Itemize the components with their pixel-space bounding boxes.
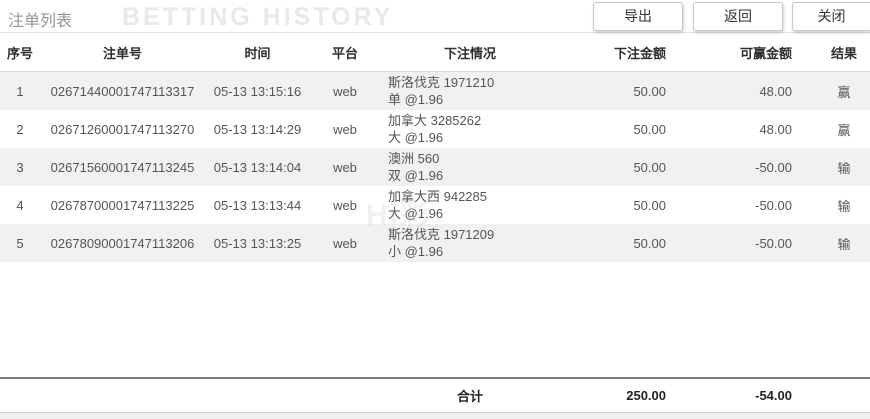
title-bar: BETTING HISTORY 注单列表 导出 返回 关闭 [0, 0, 870, 33]
bet-detail-line2: 小 @1.96 [388, 244, 444, 259]
back-button[interactable]: 返回 [693, 2, 783, 31]
bet-detail-line2: 双 @1.96 [388, 168, 444, 183]
total-label: 合计 [456, 389, 483, 404]
bet-detail-line1: 加拿大西 942285 [388, 189, 487, 204]
bet-detail-line1: 澳洲 560 [388, 151, 440, 166]
cell-index: 3 [16, 159, 24, 175]
cell-bet-detail: 加拿大西 942285 大 @1.96 [380, 188, 560, 222]
cell-bet-number: 02671560001747113245 [50, 159, 195, 175]
cell-bet-detail: 加拿大 3285262 大 @1.96 [380, 112, 560, 146]
cell-bet-amount: 50.00 [633, 83, 666, 99]
column-header-result: 结果 [830, 45, 857, 61]
cell-time: 05-13 13:13:44 [213, 197, 302, 213]
cell-platform: web [333, 197, 357, 213]
bottom-edge-strip [0, 413, 870, 419]
table-row: 5 02678090001747113206 05-13 13:13:25 we… [0, 224, 870, 262]
cell-bet-amount: 50.00 [633, 159, 666, 175]
column-header-index: 序号 [6, 45, 33, 61]
total-bet-amount: 250.00 [626, 388, 666, 403]
column-header-platform: 平台 [331, 45, 358, 61]
cell-bet-detail: 澳洲 560 双 @1.96 [380, 150, 560, 184]
column-header-bet-detail: 下注情况 [443, 45, 496, 61]
column-header-time: 时间 [244, 45, 271, 61]
cell-platform: web [333, 83, 357, 99]
cell-index: 1 [16, 83, 24, 99]
table-row: 3 02671560001747113245 05-13 13:14:04 we… [0, 148, 870, 186]
cell-bet-amount: 50.00 [633, 121, 666, 137]
betting-history-watermark: BETTING HISTORY [122, 3, 394, 31]
cell-win-amount: -50.00 [755, 235, 792, 251]
column-header-bet-amount: 下注金额 [613, 45, 666, 61]
table-row: 2 02671260001747113270 05-13 13:14:29 we… [0, 110, 870, 148]
cell-result: 输 [837, 160, 851, 176]
bet-detail-line2: 单 @1.96 [388, 92, 444, 107]
cell-platform: web [333, 121, 357, 137]
cell-platform: web [333, 235, 357, 251]
cell-time: 05-13 13:14:29 [213, 121, 302, 137]
close-button[interactable]: 关闭 [792, 2, 870, 31]
column-header-bet-number: 注单号 [102, 45, 142, 61]
cell-index: 2 [16, 121, 24, 137]
bet-detail-line1: 斯洛伐克 1971210 [388, 75, 495, 90]
cell-platform: web [333, 159, 357, 175]
cell-time: 05-13 13:15:16 [213, 83, 302, 99]
table-total-row: 合计 250.00 -54.00 [0, 377, 870, 413]
export-button[interactable]: 导出 [593, 2, 683, 31]
cell-result: 输 [837, 198, 851, 214]
cell-bet-number: 02671440001747113317 [50, 83, 195, 99]
cell-win-amount: 48.00 [759, 83, 792, 99]
cell-win-amount: -50.00 [755, 197, 792, 213]
table-empty-area [0, 262, 870, 377]
table-header-row: 序号 注单号 时间 平台 下注情况 下注金额 可赢金额 结果 [0, 33, 870, 72]
cell-time: 05-13 13:14:04 [213, 159, 302, 175]
bet-detail-line2: 大 @1.96 [388, 130, 444, 145]
bet-detail-line2: 大 @1.96 [388, 206, 444, 221]
cell-bet-amount: 50.00 [633, 235, 666, 251]
cell-bet-detail: 斯洛伐克 1971210 单 @1.96 [380, 74, 560, 108]
cell-time: 05-13 13:13:25 [213, 235, 302, 251]
cell-result: 输 [837, 236, 851, 252]
cell-index: 4 [16, 197, 24, 213]
bet-detail-line1: 斯洛伐克 1971209 [388, 227, 495, 242]
cell-win-amount: 48.00 [759, 121, 792, 137]
cell-bet-detail: 斯洛伐克 1971209 小 @1.96 [380, 226, 560, 260]
total-win-amount: -54.00 [755, 388, 792, 403]
cell-bet-number: 02678090001747113206 [50, 235, 195, 251]
page-title: 注单列表 [8, 13, 73, 30]
column-header-win-amount: 可赢金额 [739, 45, 792, 61]
cell-bet-amount: 50.00 [633, 197, 666, 213]
cell-bet-number: 02678700001747113225 [50, 197, 195, 213]
cell-result: 赢 [837, 84, 851, 100]
table-row: 1 02671440001747113317 05-13 13:15:16 we… [0, 72, 870, 110]
table-row: 4 02678700001747113225 05-13 13:13:44 we… [0, 186, 870, 224]
bet-detail-line1: 加拿大 3285262 [388, 113, 482, 128]
cell-result: 赢 [837, 122, 851, 138]
cell-index: 5 [16, 235, 24, 251]
cell-bet-number: 02671260001747113270 [50, 121, 195, 137]
cell-win-amount: -50.00 [755, 159, 792, 175]
